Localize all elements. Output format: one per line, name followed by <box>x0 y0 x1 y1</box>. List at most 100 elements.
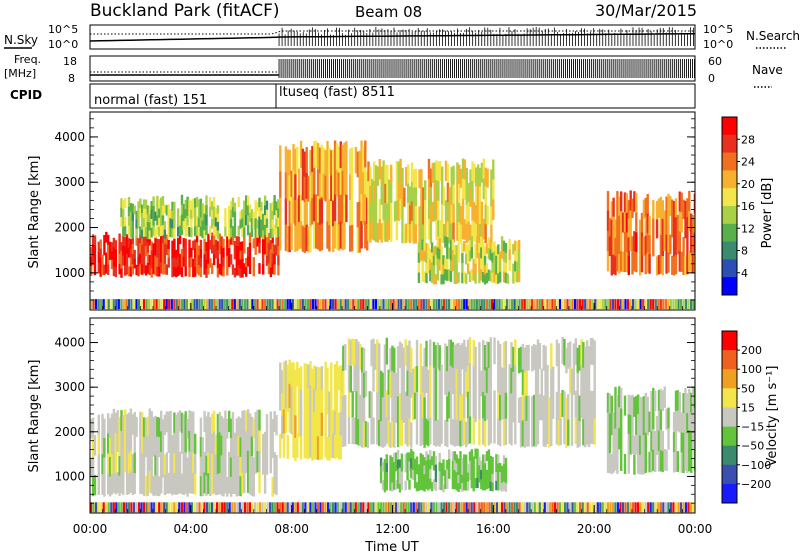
velocity-cell <box>451 367 455 394</box>
velocity-cell <box>133 432 136 454</box>
power-cell <box>669 196 672 216</box>
power-cell <box>442 186 446 206</box>
power-cell <box>171 240 174 251</box>
power-cell <box>446 182 450 203</box>
power-cell <box>122 235 125 247</box>
power-near-range-cell <box>415 299 418 310</box>
velocity-cell <box>466 417 470 445</box>
velocity-cell <box>629 434 632 455</box>
power-cell <box>439 220 442 241</box>
velocity-cell <box>502 393 506 420</box>
velocity-cell <box>292 362 295 387</box>
velocity-cell <box>510 419 513 446</box>
power-cell <box>457 252 460 263</box>
power-cell <box>112 247 116 258</box>
velocity-cbar-tick-label: 100 <box>741 363 762 376</box>
velocity-cell <box>395 479 398 490</box>
velocity-cell <box>165 411 168 433</box>
velocity-cell <box>682 452 685 474</box>
power-cell <box>203 222 206 231</box>
velocity-cell <box>402 372 405 398</box>
velocity-cell <box>638 396 642 417</box>
velocity-cell <box>661 390 664 412</box>
power-cell <box>141 229 144 239</box>
velocity-cell <box>657 430 661 452</box>
velocity-cell <box>446 346 449 372</box>
velocity-cell <box>235 457 238 477</box>
power-cell <box>420 224 423 244</box>
velocity-cell <box>502 481 506 491</box>
velocity-cell <box>207 452 210 474</box>
velocity-near-range-cell <box>236 502 239 513</box>
power-cell <box>444 236 447 248</box>
power-near-range-cell <box>107 299 110 310</box>
velocity-cell <box>504 366 508 394</box>
velocity-cell <box>177 432 180 454</box>
power-cell <box>201 220 204 230</box>
velocity-cell <box>265 434 269 455</box>
velocity-cell <box>672 432 676 453</box>
power-near-range-cell <box>301 299 304 310</box>
power-near-range-cell <box>142 299 146 310</box>
power-near-range-cell <box>606 299 609 310</box>
velocity-cell <box>631 394 634 415</box>
power-cell <box>146 230 150 240</box>
power-cell <box>188 199 191 210</box>
velocity-cell <box>478 393 481 420</box>
power-cell <box>380 185 383 205</box>
nsearch-label: N.Search <box>746 29 800 43</box>
power-cell <box>192 240 195 251</box>
velocity-cell <box>485 451 489 461</box>
velocity-cell <box>400 343 404 370</box>
velocity-cell <box>173 473 176 495</box>
velocity-cell <box>427 481 430 491</box>
power-cell <box>618 215 621 236</box>
velocity-cell <box>110 433 114 455</box>
power-near-range-cell <box>112 299 115 310</box>
velocity-cell <box>129 450 133 472</box>
velocity-near-range-cell <box>367 502 370 513</box>
power-cell <box>472 269 475 281</box>
velocity-cell <box>444 343 447 370</box>
power-cell <box>349 200 352 227</box>
power-cell <box>141 204 144 214</box>
power-cell <box>506 273 509 284</box>
velocity-cbar-tick-label: −100 <box>741 459 771 472</box>
velocity-cell <box>480 469 483 480</box>
velocity-cell <box>120 472 123 494</box>
power-cell <box>141 244 144 255</box>
power-cell <box>320 197 324 225</box>
velocity-near-range-cell <box>238 502 241 513</box>
velocity-cell <box>118 436 121 457</box>
velocity-near-range-cell <box>213 502 216 513</box>
nave-tick-low: 0 <box>708 72 715 85</box>
velocity-cell <box>258 451 261 473</box>
velocity-cell <box>326 436 329 461</box>
power-cell <box>211 263 214 274</box>
velocity-cell <box>205 475 208 496</box>
velocity-cell <box>483 454 487 464</box>
power-cell <box>299 140 303 168</box>
power-cell <box>408 223 412 244</box>
velocity-cell <box>623 395 627 416</box>
velocity-cell <box>482 472 485 482</box>
power-near-range-cell <box>513 299 516 310</box>
velocity-cell <box>127 453 131 474</box>
velocity-cell <box>362 347 366 374</box>
power-cell <box>439 160 442 182</box>
velocity-cell <box>271 477 274 497</box>
velocity-cell <box>332 409 335 435</box>
power-cell <box>194 239 197 250</box>
power-cell <box>224 217 227 228</box>
velocity-cell <box>640 435 644 456</box>
velocity-cell <box>584 421 587 448</box>
power-cell <box>665 215 668 236</box>
velocity-cell <box>415 340 419 367</box>
power-cell <box>421 239 424 251</box>
velocity-cell <box>347 338 351 366</box>
velocity-cell <box>344 344 347 371</box>
power-cell <box>262 244 265 255</box>
power-cell <box>427 253 430 264</box>
power-cell <box>436 269 439 281</box>
